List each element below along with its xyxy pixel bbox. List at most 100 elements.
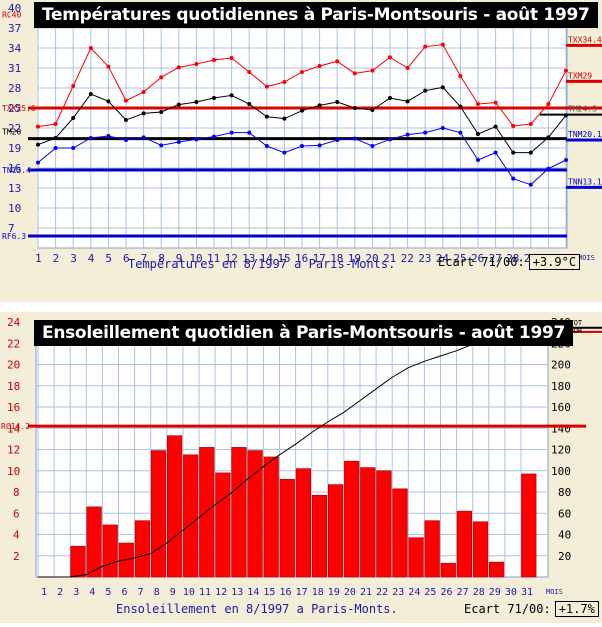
sunshine-bar: [360, 467, 376, 578]
data-point-tm: [124, 118, 128, 122]
data-point-tx: [476, 102, 480, 106]
data-point-tn: [476, 158, 480, 162]
sunshine-bar: [231, 447, 247, 578]
x-tick-label: 29: [489, 587, 501, 598]
sunshine-bar: [215, 472, 231, 578]
data-point-tn: [352, 136, 357, 141]
ref-label-rf: RF6.3: [2, 232, 26, 241]
y-tick-label: 40: [8, 2, 21, 15]
data-point-tx: [352, 71, 357, 76]
data-point-tm: [247, 102, 252, 106]
y2-tick-label: 140: [551, 422, 571, 435]
data-point-tn: [229, 130, 234, 135]
x-tick-label: 2: [57, 587, 63, 598]
y-tick-label: 37: [8, 22, 21, 35]
data-point-tm: [176, 102, 181, 107]
data-point-tm: [194, 100, 199, 104]
x-unit-label: MOIS: [546, 588, 563, 596]
data-point-tx: [493, 100, 498, 105]
temperature-chart: 71013161922252831343740RC40TXX25.6TM20TN…: [2, 2, 602, 265]
data-point-tm: [88, 92, 93, 96]
data-point-tn: [71, 146, 76, 150]
data-point-tm: [546, 135, 551, 140]
data-point-tx: [423, 44, 428, 49]
x-tick-label: 20: [344, 587, 356, 598]
data-point-tx: [124, 98, 128, 103]
sunshine-bar: [424, 520, 440, 578]
data-point-tm: [282, 116, 287, 121]
sunshine-bar: [183, 454, 199, 578]
x-tick-label: 15: [277, 252, 290, 265]
data-point-tn: [564, 158, 568, 162]
sunshine-chart-panel: 2 4 6 8 10 12 14 16 18 20 22 24 20 40 60 80 100 120 140 160…: [0, 312, 602, 623]
temperature-chart-panel: 7 10 13 16 19 22 25 28 31 34 37 40 RC40 TXX25.6 TM20 TN…: [0, 0, 602, 302]
data-point-tn: [247, 130, 252, 135]
data-point-tn: [36, 160, 40, 165]
x-tick-label: 14: [247, 587, 259, 598]
data-point-tm: [264, 114, 269, 119]
data-point-tx: [194, 62, 199, 66]
sunshine-bar: [392, 488, 408, 578]
x-tick-label: 11: [207, 252, 220, 265]
sunshine-bar: [199, 447, 215, 578]
x-tick-label: 10: [183, 587, 195, 598]
data-point-tn: [493, 150, 498, 155]
data-point-tx: [247, 70, 252, 74]
sunshine-caption: Ensoleillement en 8/1997 a Paris-Monts.: [116, 602, 398, 616]
data-point-tn: [176, 140, 181, 144]
sunshine-bar: [102, 524, 118, 578]
x-tick-label: 23: [392, 587, 404, 598]
data-point-tm: [229, 93, 234, 98]
sunshine-bar: [167, 435, 183, 578]
x-tick-label: 9: [170, 587, 176, 598]
data-point-tn: [458, 130, 463, 135]
data-point-tn: [106, 134, 111, 138]
x-tick-label: 26: [441, 587, 453, 598]
x-tick-label: 21: [360, 587, 372, 598]
x-tick-label: 17: [296, 587, 308, 598]
ref-label-txx-left: TXX25.6: [2, 104, 36, 113]
x-tick-label: 5: [105, 252, 112, 265]
x-tick-label: 27: [457, 587, 469, 598]
data-point-tx: [212, 58, 216, 62]
x-tick-label: 6: [122, 587, 128, 598]
y2-tick-label: 160: [551, 401, 571, 414]
x-tick-label: 19: [328, 587, 340, 598]
x-tick-label: 11: [199, 587, 211, 598]
x-tick-label: 20: [365, 252, 378, 265]
y2-tick-label: 80: [558, 486, 571, 499]
sunshine-bar: [521, 473, 537, 578]
data-point-tm: [476, 132, 480, 136]
y-tick-label: 22: [7, 337, 20, 350]
x-tick-label: 4: [88, 252, 95, 265]
y2-tick-label: 200: [551, 359, 571, 372]
data-point-tx: [458, 74, 463, 78]
data-point-tn: [440, 126, 445, 130]
data-point-tm: [511, 150, 516, 155]
data-point-tm: [352, 106, 357, 110]
data-point-tn: [124, 138, 128, 142]
x-tick-label: 30: [505, 587, 517, 598]
sunshine-ecart-label: Ecart 71/00:: [464, 602, 551, 616]
y2-tick-label: 120: [551, 444, 571, 457]
data-point-tx: [264, 84, 269, 89]
y2-tick-label: 40: [558, 529, 571, 542]
data-point-tx: [388, 55, 392, 60]
data-point-tn: [335, 138, 340, 142]
y-tick-label: 12: [7, 444, 20, 457]
cumulative-line: [38, 323, 538, 578]
sunshine-bar: [488, 561, 505, 578]
data-point-tx: [335, 59, 340, 64]
x-tick-label: 25: [424, 587, 436, 598]
y2-tick-label: 180: [551, 380, 571, 393]
x-tick-label: 6: [123, 252, 130, 265]
x-tick-label: 16: [295, 252, 308, 265]
sunshine-bar: [456, 510, 473, 578]
data-point-tx: [159, 75, 164, 80]
x-tick-label: 12: [225, 252, 238, 265]
x-tick-label: 4: [89, 587, 95, 598]
data-point-tn: [282, 150, 287, 155]
x-tick-label: 3: [73, 587, 79, 598]
y2-tick-label: 20: [558, 550, 571, 563]
data-point-tx: [528, 122, 533, 126]
